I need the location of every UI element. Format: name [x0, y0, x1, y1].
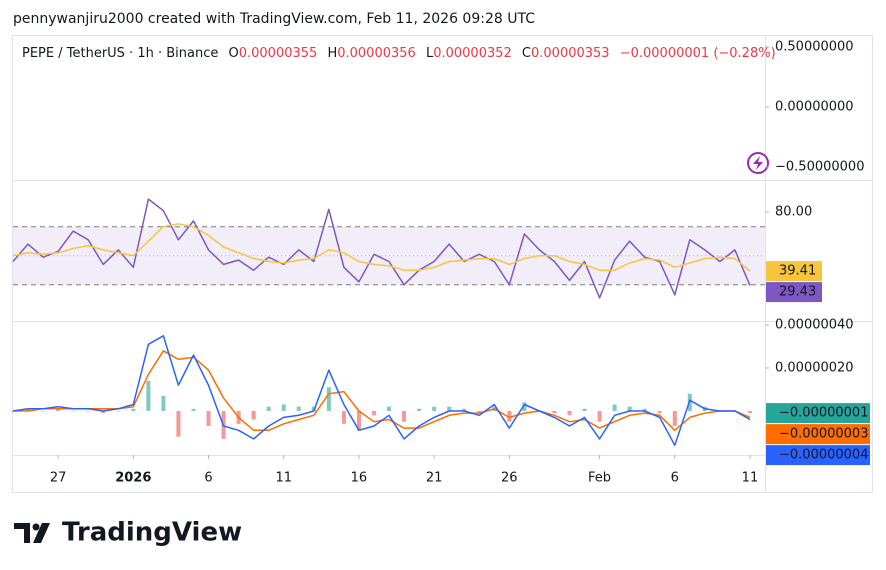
x-tick-label: 16	[351, 471, 368, 486]
histogram-bar	[477, 410, 482, 414]
ohlc-value: 0.00000356	[337, 46, 416, 61]
histogram-bar	[116, 410, 121, 412]
histogram-bar	[71, 410, 76, 412]
histogram-bar	[266, 406, 271, 411]
last-value-badge	[766, 424, 870, 445]
last-value-label: −0.00000004	[779, 448, 868, 463]
histogram-bar	[597, 410, 602, 422]
y-tick-label: 80.00	[775, 205, 812, 220]
histogram-bar	[131, 408, 136, 411]
x-tick-label: 27	[50, 471, 67, 486]
last-value-badge	[766, 403, 870, 424]
histogram-bar	[146, 380, 151, 411]
histogram-bar	[101, 410, 106, 414]
histogram-bar	[507, 410, 512, 422]
histogram-bar	[176, 410, 181, 437]
histogram-bar	[672, 410, 677, 426]
histogram-bar	[41, 410, 46, 412]
histogram-bar	[56, 408, 61, 411]
x-tick-label: 2026	[115, 471, 151, 486]
y-tick-label: 0.00000040	[775, 318, 854, 333]
histogram-bar	[311, 406, 316, 411]
histogram-bar	[326, 387, 331, 411]
x-tick-label: 11	[275, 471, 292, 486]
x-tick-label: 11	[742, 471, 759, 486]
last-value-badge	[766, 445, 870, 466]
change: −0.00000001 (−0.28%)	[620, 46, 776, 61]
histogram-bar	[627, 406, 632, 411]
y-tick-label: 0.50000000	[775, 40, 854, 55]
histogram-bar	[657, 410, 662, 414]
logo-text: TradingView	[62, 518, 242, 548]
x-tick-label: 26	[501, 471, 518, 486]
series-line	[12, 198, 751, 299]
series-line	[12, 335, 751, 447]
ohlc-label: O	[229, 46, 239, 61]
histogram-bar	[26, 408, 31, 411]
chart-frame	[12, 35, 873, 493]
legend: PEPE / TetherUS · 1h · Binance O0.000003…	[22, 46, 776, 61]
y-tick-label: 0.00000020	[775, 360, 854, 375]
histogram-bar	[161, 395, 166, 411]
header: pennywanjiru2000 created with TradingVie…	[13, 11, 535, 27]
last-value-label: 39.41	[779, 264, 816, 279]
histogram-bar	[432, 406, 437, 411]
histogram-bar	[612, 404, 617, 411]
histogram-bar	[642, 408, 647, 411]
histogram-bar	[281, 404, 286, 411]
symbol: PEPE / TetherUS · 1h · Binance	[22, 46, 218, 61]
last-value-label: −0.00000003	[779, 427, 868, 442]
histogram-bar	[341, 410, 346, 424]
logo	[14, 523, 50, 543]
histogram-bar	[191, 408, 196, 411]
histogram-bar	[552, 410, 557, 414]
histogram-bar	[582, 408, 587, 411]
last-value-label: −0.00000001	[779, 406, 868, 421]
histogram-bar	[356, 410, 361, 431]
histogram-bar	[567, 410, 572, 416]
ohlc-label: H	[327, 46, 337, 61]
histogram-bar	[206, 410, 211, 426]
histogram-bar	[371, 410, 376, 416]
y-tick-label: −0.50000000	[775, 160, 864, 175]
histogram-bar	[417, 408, 422, 411]
x-tick-label: 6	[671, 471, 679, 486]
series-line	[13, 350, 751, 432]
histogram-bar	[86, 410, 91, 412]
histogram-bar	[296, 406, 301, 411]
y-tick-label: 0.00000000	[775, 100, 854, 115]
ohlc-label: L	[426, 46, 434, 61]
series-line	[12, 223, 751, 272]
histogram-bar	[447, 406, 452, 411]
last-value-badge	[766, 261, 822, 282]
ohlc-value: 0.00000353	[531, 46, 610, 61]
histogram-bar	[522, 402, 527, 411]
ohlc-label: C	[522, 46, 531, 61]
ohlc-value: 0.00000352	[433, 46, 512, 61]
histogram-bar	[462, 408, 467, 411]
histogram-bar	[747, 410, 752, 414]
alert-icon[interactable]	[747, 152, 769, 174]
x-tick-label: 6	[204, 471, 212, 486]
ohlc-value: 0.00000355	[239, 46, 318, 61]
last-value-label: 29.43	[779, 285, 816, 300]
x-tick-label: Feb	[588, 471, 611, 486]
histogram-bar	[402, 410, 407, 422]
x-tick-label: 21	[426, 471, 443, 486]
histogram-bar	[387, 406, 391, 411]
last-value-badge	[766, 282, 822, 303]
histogram-bar	[251, 410, 256, 420]
